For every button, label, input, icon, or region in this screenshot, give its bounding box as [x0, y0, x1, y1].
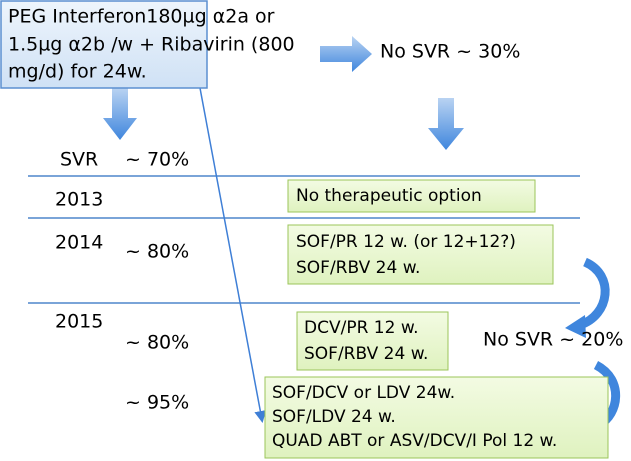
option-box: [287, 179, 536, 213]
option: DCV/PR 12 w.: [304, 318, 419, 338]
option-box: [296, 311, 449, 371]
no-svr-label: No SVR ~ 30%: [380, 41, 520, 63]
option: SOF/DCV or LDV 24w.: [272, 383, 455, 403]
option: SOF/LDV 24 w.: [272, 407, 396, 427]
arrow-down: [103, 88, 137, 140]
rate: ~ 95%: [125, 392, 189, 414]
curved-arrow-head: [565, 315, 586, 338]
year: 2013: [55, 189, 103, 211]
curved-arrow: [578, 257, 610, 330]
option: SOF/RBV 24 w.: [296, 258, 420, 278]
no-svr-label: No SVR ~ 20%: [483, 329, 623, 351]
rate: ~ 80%: [125, 332, 189, 354]
arrow-down: [428, 98, 464, 150]
start-text: PEG Interferon180µg α2a or: [8, 6, 275, 28]
svr-rate: ~ 70%: [125, 149, 189, 171]
start-text: 1.5µg α2b /w + Ribavirin (800: [8, 34, 295, 56]
option-box: [264, 376, 609, 459]
option: SOF/RBV 24 w.: [304, 344, 428, 364]
start-box: [0, 0, 208, 89]
diagonal-arrow: [199, 87, 267, 423]
start-text: mg/d) for 24w.: [8, 61, 147, 83]
svr-label: SVR: [60, 149, 98, 171]
option: SOF/PR 12 w. (or 12+12?): [296, 232, 516, 252]
option-box: [287, 224, 554, 285]
rate: ~ 80%: [125, 241, 189, 263]
year: 2015: [55, 311, 103, 333]
option: QUAD ABT or ASV/DCV/I Pol 12 w.: [272, 431, 557, 451]
arrow-right: [320, 36, 372, 72]
option: No therapeutic option: [296, 186, 482, 206]
year: 2014: [55, 232, 103, 254]
